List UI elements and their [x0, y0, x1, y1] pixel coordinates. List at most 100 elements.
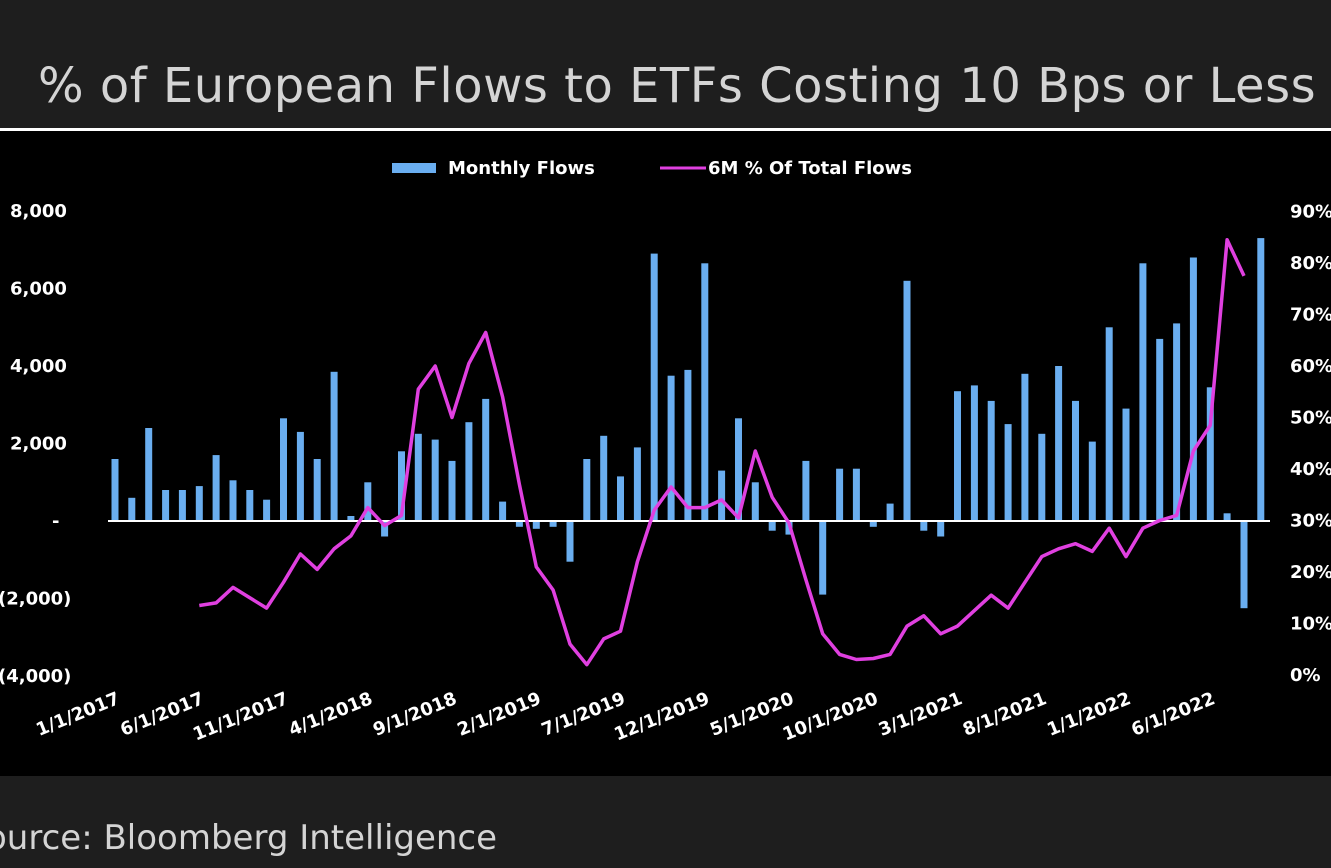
x-tick-label: 1/1/2022 — [1044, 688, 1134, 741]
bar-1/1/2019 — [515, 521, 523, 527]
bar-7/1/2017 — [212, 455, 220, 521]
bar-4/1/2021 — [970, 385, 978, 521]
legend-swatch-monthly-flows — [392, 163, 436, 173]
x-tick-label: 4/1/2018 — [286, 688, 376, 741]
title-rule — [0, 128, 1331, 131]
bar-8/1/2021 — [1038, 433, 1046, 521]
y-axis-left: 8,000 6,000 4,000 2,000 - (2,000) (4,000) — [0, 201, 71, 687]
x-tick-label: 10/1/2020 — [780, 688, 881, 745]
y-axis-right: 90% 80% 70% 60% 50% 40% 30% 20% 10% 0% — [1290, 202, 1331, 687]
y-left-tick: 6,000 — [10, 279, 67, 300]
source-note: ource: Bloomberg Intelligence — [0, 818, 498, 858]
bar-11/1/2019 — [684, 369, 692, 521]
legend: Monthly Flows 6M % Of Total Flows — [392, 158, 912, 179]
y-left-tick: 4,000 — [10, 356, 67, 377]
y-right-tick: 70% — [1290, 305, 1331, 326]
x-tick-label: 11/1/2017 — [190, 688, 291, 745]
y-left-tick: (4,000) — [0, 666, 71, 687]
bar-9/1/2021 — [1055, 366, 1063, 521]
legend-label-monthly-flows: Monthly Flows — [448, 158, 595, 179]
bar-12/1/2018 — [499, 501, 507, 521]
y-right-tick: 30% — [1290, 511, 1331, 532]
bar-4/1/2020 — [768, 521, 776, 531]
x-tick-label: 2/1/2019 — [454, 688, 544, 741]
bar-8/1/2018 — [431, 439, 439, 521]
x-tick-label: 3/1/2021 — [876, 688, 966, 741]
bar-8/1/2019 — [633, 447, 641, 521]
bar-8/1/2017 — [229, 480, 237, 521]
bar-1/1/2022 — [1122, 408, 1130, 521]
y-left-tick: - — [52, 511, 59, 532]
bar-7/1/2020 — [819, 521, 827, 595]
bar-3/1/2020 — [751, 482, 759, 522]
bar-3/1/2019 — [549, 521, 557, 527]
bar-11/1/2021 — [1088, 441, 1096, 521]
bar-9/1/2019 — [650, 253, 658, 521]
y-right-tick: 10% — [1290, 614, 1331, 635]
bar-2/1/2018 — [330, 371, 338, 521]
bar-11/1/2017 — [280, 418, 287, 521]
bar-8/1/2022 — [1240, 521, 1248, 609]
y-right-tick: 60% — [1290, 356, 1331, 377]
x-tick-label: 9/1/2018 — [370, 688, 460, 741]
bar-12/1/2019 — [701, 263, 709, 521]
bar-4/1/2017 — [162, 490, 170, 521]
bar-5/1/2019 — [583, 459, 591, 521]
bar-2/1/2017 — [128, 497, 136, 522]
y-right-tick: 50% — [1290, 408, 1331, 429]
chart-title: % of European Flows to ETFs Costing 10 B… — [38, 58, 1317, 114]
bar-11/1/2018 — [482, 398, 490, 521]
y-right-tick: 20% — [1290, 562, 1331, 583]
bar-3/1/2022 — [1156, 338, 1164, 521]
bar-9/1/2022 — [1257, 238, 1265, 521]
bar-6/1/2017 — [195, 486, 203, 521]
bar-10/1/2020 — [869, 521, 877, 527]
y-left-tick: 8,000 — [10, 201, 67, 222]
bar-9/1/2018 — [448, 460, 456, 521]
bar-6/1/2022 — [1206, 387, 1214, 521]
x-axis: 1/1/20176/1/201711/1/20174/1/20189/1/201… — [33, 688, 1218, 745]
bar-6/1/2018 — [398, 451, 405, 522]
bar-12/1/2020 — [903, 280, 911, 522]
bar-5/1/2018 — [381, 521, 389, 537]
bar-3/1/2021 — [954, 391, 961, 521]
bar-10/1/2017 — [263, 499, 271, 521]
x-tick-label: 12/1/2019 — [611, 688, 712, 745]
bar-7/1/2021 — [1021, 373, 1029, 522]
bar-10/1/2018 — [465, 422, 473, 521]
bar-1/1/2018 — [313, 459, 321, 521]
bar-8/1/2020 — [836, 468, 844, 521]
bar-4/1/2018 — [364, 482, 372, 522]
bar-6/1/2019 — [600, 435, 608, 522]
bar-series — [111, 238, 1265, 609]
y-right-tick: 40% — [1290, 459, 1331, 480]
bar-10/1/2021 — [1072, 400, 1079, 521]
bar-12/1/2021 — [1105, 327, 1113, 522]
bar-6/1/2021 — [1004, 424, 1012, 521]
bar-7/1/2018 — [414, 433, 422, 521]
bar-5/1/2021 — [987, 400, 995, 521]
bar-5/1/2017 — [178, 490, 186, 521]
bar-2/1/2019 — [532, 521, 540, 529]
y-left-tick: (2,000) — [0, 589, 71, 610]
bar-1/1/2021 — [920, 521, 928, 531]
bar-9/1/2020 — [852, 468, 860, 521]
bar-1/1/2020 — [718, 470, 726, 521]
x-tick-label: 1/1/2017 — [33, 688, 123, 741]
y-right-tick: 80% — [1290, 253, 1331, 274]
chart: Monthly Flows 6M % Of Total Flows 8,000 6… — [0, 158, 1331, 745]
x-tick-label: 6/1/2022 — [1128, 688, 1218, 741]
bar-3/1/2017 — [145, 428, 153, 521]
y-right-tick: 0% — [1290, 665, 1321, 686]
bar-6/1/2020 — [802, 460, 810, 521]
bar-4/1/2019 — [566, 521, 574, 562]
bar-3/1/2018 — [347, 516, 355, 521]
bar-4/1/2022 — [1173, 323, 1181, 521]
bar-2/1/2020 — [735, 418, 742, 521]
bar-12/1/2017 — [296, 431, 304, 521]
bar-11/1/2020 — [886, 503, 894, 521]
bar-10/1/2019 — [667, 375, 675, 521]
bar-2/1/2021 — [937, 521, 945, 537]
bar-5/1/2022 — [1189, 257, 1197, 521]
x-tick-label: 8/1/2021 — [960, 688, 1050, 741]
